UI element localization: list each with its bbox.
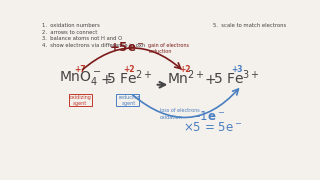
Text: 2.  arrows to connect: 2. arrows to connect xyxy=(42,30,97,35)
Text: +: + xyxy=(205,73,216,87)
Text: reducing
agent: reducing agent xyxy=(118,94,140,106)
Text: 5 Fe$^{3+}$: 5 Fe$^{3+}$ xyxy=(213,68,260,87)
Text: $-1$e$^-$: $-1$e$^-$ xyxy=(189,110,225,123)
Text: Mn$^{2+}$: Mn$^{2+}$ xyxy=(167,68,205,87)
Text: +3: +3 xyxy=(231,65,243,74)
Text: +: + xyxy=(100,73,112,87)
Text: gain of electrons
reduction: gain of electrons reduction xyxy=(148,43,189,54)
Text: +2: +2 xyxy=(124,65,135,74)
Text: +7: +7 xyxy=(75,65,86,74)
Text: 5 Fe$^{2+}$: 5 Fe$^{2+}$ xyxy=(106,68,153,87)
Text: 4.  show electrons via difference in oxn: 4. show electrons via difference in oxn xyxy=(42,43,145,48)
Text: 5.  scale to match electrons: 5. scale to match electrons xyxy=(213,23,286,28)
Text: $\times$5 = 5e$^-$: $\times$5 = 5e$^-$ xyxy=(183,121,243,134)
Text: oxidizing
agent: oxidizing agent xyxy=(69,94,91,106)
Text: loss of electrons
oxidation: loss of electrons oxidation xyxy=(160,108,200,120)
Text: +2: +2 xyxy=(179,65,191,74)
Text: +5e$^-$: +5e$^-$ xyxy=(109,40,145,53)
Text: 3.  balance atoms not H and O: 3. balance atoms not H and O xyxy=(42,36,122,41)
Text: 1.  oxidation numbers: 1. oxidation numbers xyxy=(42,23,100,28)
Text: MnO$_4^-$: MnO$_4^-$ xyxy=(59,69,102,87)
